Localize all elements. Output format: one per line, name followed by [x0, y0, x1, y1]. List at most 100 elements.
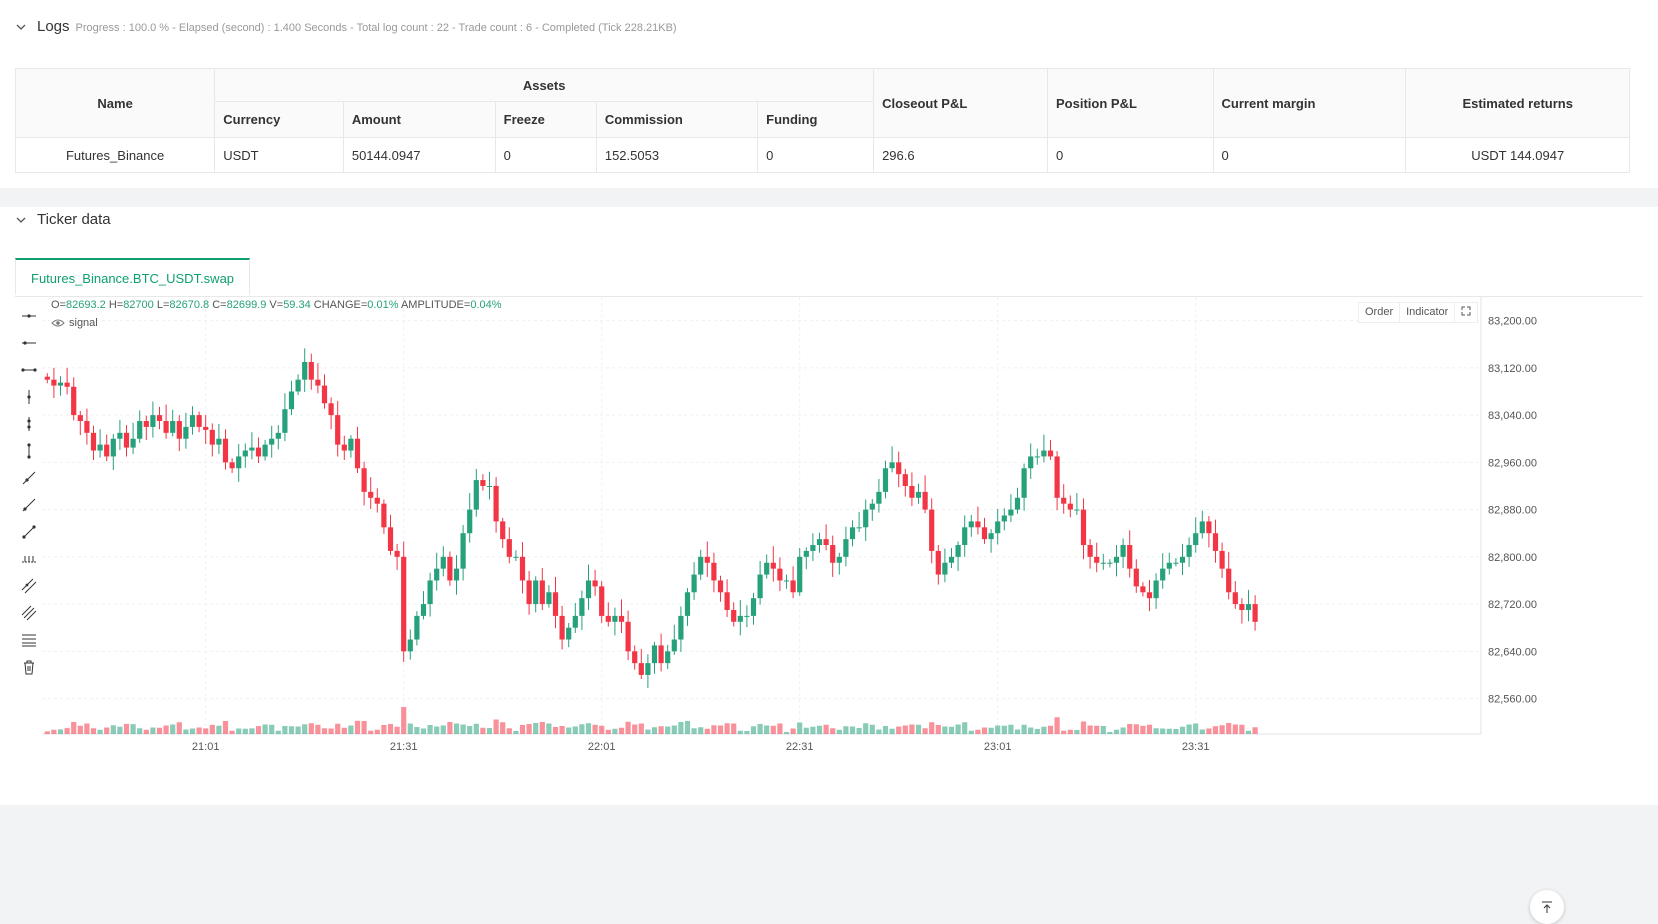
- candle-body: [572, 615, 578, 628]
- parallel-channel-icon[interactable]: [18, 575, 40, 597]
- trend-line-icon[interactable]: [18, 467, 40, 489]
- candle-body: [902, 474, 908, 486]
- candle-body: [552, 592, 559, 616]
- candle-body: [816, 539, 823, 546]
- trash-icon[interactable]: [18, 656, 40, 678]
- candle-body: [783, 580, 790, 582]
- volume-bar: [123, 723, 130, 734]
- volume-bar: [275, 730, 281, 734]
- volume-bar: [341, 727, 347, 734]
- back-to-top-button[interactable]: [1530, 890, 1564, 924]
- volume-bar: [229, 730, 235, 734]
- volume-bar: [288, 726, 295, 734]
- order-button[interactable]: Order: [1359, 303, 1401, 322]
- candle-body: [1153, 580, 1159, 599]
- volume-bar: [856, 728, 862, 734]
- cell-name: Futures_Binance: [14, 137, 216, 173]
- fib-retracement-icon[interactable]: [18, 629, 40, 651]
- volume-bar: [486, 728, 493, 734]
- volume-bar: [407, 723, 413, 734]
- candle-body: [1193, 533, 1199, 546]
- candle-body: [467, 509, 473, 534]
- volume-bar: [843, 726, 849, 734]
- vertical-segment-icon[interactable]: [18, 440, 40, 462]
- volume-bar: [453, 723, 460, 734]
- candle-body: [731, 609, 737, 622]
- col-freeze: Freeze: [494, 101, 597, 138]
- volume-bar: [506, 728, 512, 734]
- volume-bar: [420, 728, 427, 734]
- volume-bar: [678, 722, 684, 734]
- vertical-ray-icon[interactable]: [18, 386, 40, 408]
- candle-body: [711, 562, 717, 581]
- volume-bar: [836, 729, 842, 734]
- assets-table: Name Assets Closeout P&L Position P&L Cu…: [14, 68, 1630, 173]
- signal-toggle[interactable]: signal: [51, 317, 98, 329]
- volume-bar: [533, 723, 539, 734]
- horizontal-ray-icon[interactable]: [18, 305, 40, 327]
- candle-body: [447, 556, 453, 581]
- col-amount: Amount: [342, 101, 496, 138]
- candle-body: [882, 468, 889, 492]
- volume-bar: [823, 724, 829, 734]
- chevron-down-icon[interactable]: [15, 214, 27, 226]
- volume-bar: [981, 727, 988, 734]
- volume-bar: [381, 725, 387, 734]
- volume-bar: [51, 729, 57, 734]
- chart-svg[interactable]: 83,200.00 83,120.00 83,040.00 82,960.00 82,8…: [42, 297, 1567, 767]
- candle-body: [368, 491, 374, 498]
- price-tick-label: 82,720.00: [1488, 599, 1537, 611]
- volume-bar: [876, 729, 882, 734]
- candle-body: [506, 539, 512, 557]
- volume-bar: [546, 723, 552, 734]
- fib-channel-icon[interactable]: [18, 602, 40, 624]
- candle-body: [836, 556, 842, 563]
- chevron-down-icon[interactable]: [15, 21, 27, 33]
- candlestick-chart[interactable]: 83,200.00 83,120.00 83,040.00 82,960.00 82,8…: [42, 297, 1567, 767]
- candle-body: [354, 438, 361, 469]
- candle-body: [546, 592, 552, 605]
- time-tick-label: 23:31: [1182, 741, 1210, 753]
- logs-header[interactable]: Logs Progress : 100.0 % - Elapsed (secon…: [15, 18, 677, 35]
- candle-body: [526, 580, 532, 605]
- volume-bar: [143, 729, 149, 734]
- volume-bar: [467, 726, 473, 734]
- candle-body: [1226, 568, 1232, 593]
- tab-symbol[interactable]: Futures_Binance.BTC_USDT.swap: [15, 258, 251, 295]
- candle-body: [196, 415, 202, 427]
- ticker-header[interactable]: Ticker data: [15, 211, 111, 228]
- horizontal-segment-icon[interactable]: [18, 359, 40, 381]
- signal-label: signal: [69, 317, 98, 329]
- close-value: 82699.9: [226, 299, 267, 311]
- volume-bar: [552, 727, 559, 734]
- table-row: Futures_Binance USDT 50144.0947 0 152.50…: [14, 137, 1630, 173]
- volume-bar: [889, 728, 895, 734]
- segment-line-icon[interactable]: [18, 521, 40, 543]
- volume-bar: [236, 728, 242, 734]
- indicator-button[interactable]: Indicator: [1400, 303, 1456, 322]
- candle-body: [645, 663, 651, 675]
- price-tick-label: 82,640.00: [1488, 646, 1537, 658]
- ray-line-icon[interactable]: [18, 494, 40, 516]
- candle-body: [302, 361, 308, 380]
- volume-bar: [539, 722, 545, 734]
- candle-body: [830, 545, 836, 563]
- eye-icon[interactable]: [51, 318, 65, 328]
- horizontal-line-icon[interactable]: [18, 332, 40, 354]
- candle-body: [407, 639, 413, 652]
- price-line-icon[interactable]: [18, 548, 40, 570]
- volume-bar: [1047, 725, 1054, 734]
- candle-body: [1206, 521, 1212, 534]
- candle-body: [97, 444, 103, 451]
- volume-bar: [387, 724, 394, 734]
- candle-body: [585, 580, 592, 599]
- candle-body: [1133, 568, 1139, 587]
- candle-body: [995, 521, 1001, 534]
- volume-bar: [1153, 728, 1159, 734]
- candle-body: [275, 432, 281, 439]
- candle-body: [110, 438, 116, 457]
- candle-body: [658, 645, 664, 664]
- volume-bar: [948, 726, 955, 734]
- vertical-line-icon[interactable]: [18, 413, 40, 435]
- fullscreen-icon[interactable]: [1455, 303, 1477, 322]
